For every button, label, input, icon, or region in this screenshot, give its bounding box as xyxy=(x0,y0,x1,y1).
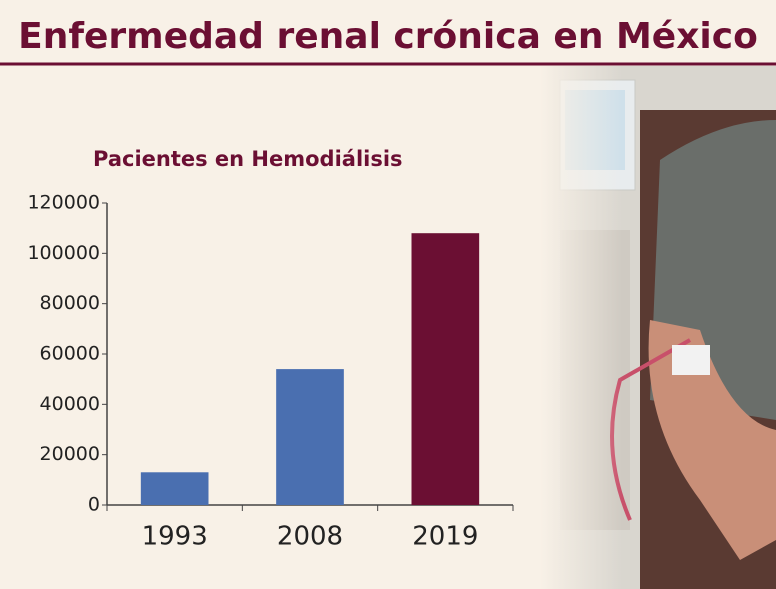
y-tick-label: 100000 xyxy=(27,242,100,264)
bar xyxy=(140,472,209,505)
y-tick-label: 120000 xyxy=(27,192,100,214)
bar xyxy=(411,233,480,505)
x-tick-label: 2019 xyxy=(412,522,478,552)
x-tick-label: 1993 xyxy=(142,522,208,552)
y-tick-label: 40000 xyxy=(40,393,100,415)
y-tick-label: 80000 xyxy=(40,292,100,314)
y-tick-label: 60000 xyxy=(40,343,100,365)
photo xyxy=(540,66,776,589)
chart-title: Pacientes en Hemodiálisis xyxy=(93,147,403,171)
y-tick-label: 0 xyxy=(88,494,100,516)
x-tick-label: 2008 xyxy=(277,522,343,552)
y-tick-label: 20000 xyxy=(40,443,100,465)
page-title: Enfermedad renal crónica en México xyxy=(18,16,758,57)
bar xyxy=(276,369,344,505)
